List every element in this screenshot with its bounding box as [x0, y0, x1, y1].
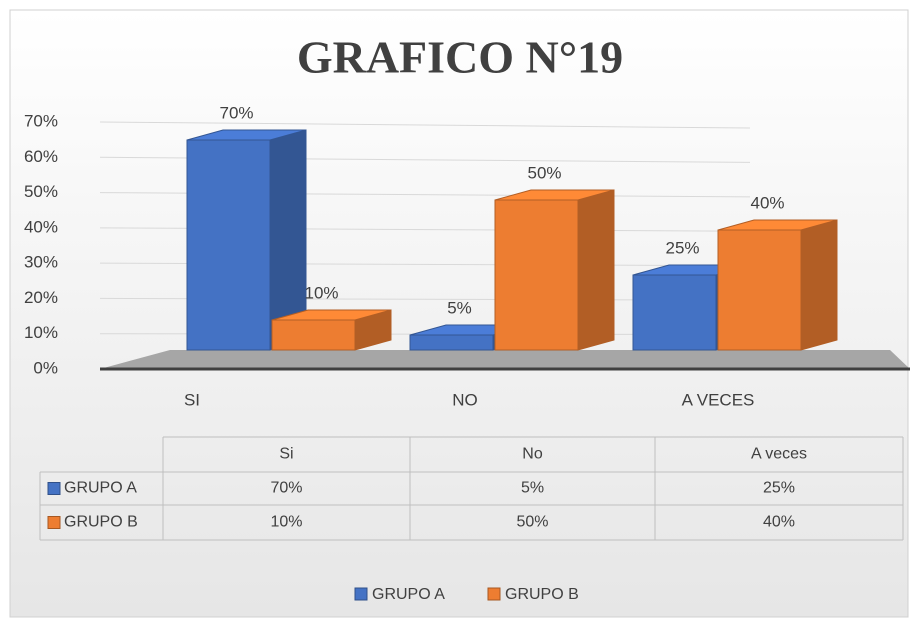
table-header: No	[522, 446, 543, 463]
x-tick-label: SI	[184, 390, 200, 409]
bar	[186, 129, 307, 351]
data-label: 50%	[527, 163, 561, 182]
bar-front	[717, 229, 802, 351]
y-tick-label: 0%	[33, 358, 58, 377]
chart-title: GRAFICO N°19	[297, 32, 623, 83]
y-tick-label: 70%	[24, 111, 58, 130]
x-tick-label: A VECES	[682, 390, 755, 409]
x-tick-label: NO	[452, 390, 478, 409]
legend-swatch	[487, 587, 501, 601]
y-tick-label: 20%	[24, 288, 58, 307]
table-cell: 5%	[521, 480, 544, 497]
table-cell: 50%	[516, 514, 548, 531]
legend-label: GRUPO B	[505, 586, 579, 603]
grid-line	[99, 121, 751, 129]
y-tick-label: 30%	[24, 253, 58, 272]
table-cell: 10%	[270, 514, 302, 531]
y-tick-label: 10%	[24, 323, 58, 342]
y-tick-label: 60%	[24, 147, 58, 166]
bar	[494, 189, 615, 351]
table-cell: 25%	[763, 480, 795, 497]
bar	[271, 309, 392, 351]
table-row-header: GRUPO B	[64, 514, 138, 531]
bar-side	[577, 189, 615, 351]
data-label: 70%	[219, 103, 253, 122]
bar-front	[632, 274, 717, 351]
data-label: 40%	[750, 193, 784, 212]
bar-side	[800, 219, 838, 351]
bar-front	[409, 334, 494, 351]
table-row-header: GRUPO A	[64, 480, 137, 497]
table-header: A veces	[751, 446, 807, 463]
bar-front	[271, 319, 356, 351]
bar-front	[186, 139, 271, 351]
floor	[100, 350, 910, 369]
table-header: Si	[279, 446, 293, 463]
data-label: 25%	[665, 238, 699, 257]
y-tick-label: 50%	[24, 182, 58, 201]
bar-front	[494, 199, 579, 351]
table-cell: 70%	[270, 480, 302, 497]
table-swatch	[47, 516, 61, 529]
y-tick-label: 40%	[24, 217, 58, 236]
legend-swatch	[354, 587, 368, 601]
legend-label: GRUPO A	[372, 586, 445, 603]
table-swatch	[47, 482, 61, 495]
data-label: 5%	[447, 298, 472, 317]
table-cell: 40%	[763, 514, 795, 531]
bar	[717, 219, 838, 351]
data-label: 10%	[304, 283, 338, 302]
